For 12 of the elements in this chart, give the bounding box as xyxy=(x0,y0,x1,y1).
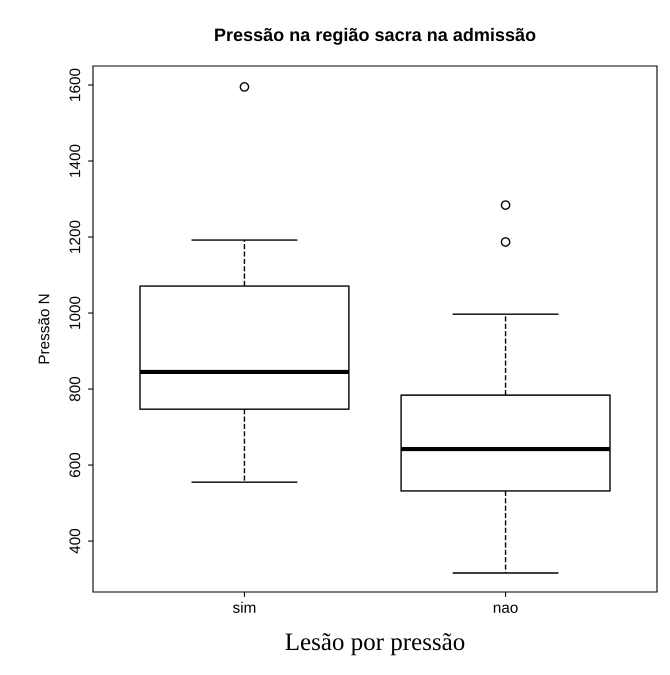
y-tick-label: 1600 xyxy=(69,68,80,101)
x-axis-title: Lesão por pressão xyxy=(285,633,464,656)
y-tick-label: 800 xyxy=(69,376,80,402)
x-tick-label: sim xyxy=(232,602,256,613)
chart-title: Pressão na região sacra na admissão xyxy=(215,28,536,45)
x-tick-label: nao xyxy=(494,604,518,613)
y-axis-title: Pressão N xyxy=(38,294,50,364)
y-tick-label: 600 xyxy=(69,452,80,478)
y-tick-label: 1400 xyxy=(69,144,80,177)
y-tick-label: 1200 xyxy=(69,220,80,253)
y-tick-label: 1000 xyxy=(69,296,80,329)
y-tick-label: 400 xyxy=(69,528,80,554)
